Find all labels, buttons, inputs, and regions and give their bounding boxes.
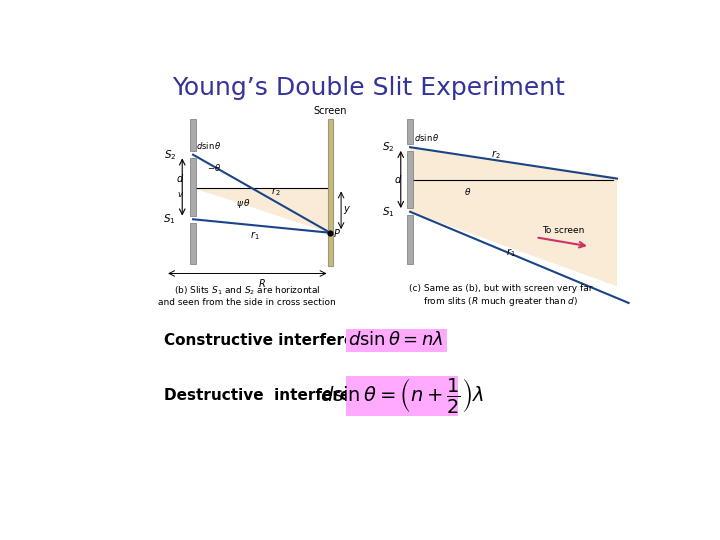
Text: (c) Same as (b), but with screen very far
from slits ($R$ much greater than $d$): (c) Same as (b), but with screen very fa… <box>409 284 593 308</box>
Text: $S_2$: $S_2$ <box>163 148 176 161</box>
Text: Constructive interference:: Constructive interference: <box>163 333 390 348</box>
Text: $d\sin\theta$: $d\sin\theta$ <box>414 132 440 143</box>
Text: $S_1$: $S_1$ <box>382 205 395 219</box>
Bar <box>408 215 413 264</box>
Bar <box>328 119 333 266</box>
Text: Destructive  interference:: Destructive interference: <box>163 388 387 403</box>
Text: $y$: $y$ <box>343 204 351 216</box>
Text: $r_1$: $r_1$ <box>250 229 260 242</box>
Text: Young’s Double Slit Experiment: Young’s Double Slit Experiment <box>173 76 565 100</box>
Text: $d\sin\theta$: $d\sin\theta$ <box>196 140 222 151</box>
Text: $d\sin\theta = \left(n + \dfrac{1}{2}\right)\lambda$: $d\sin\theta = \left(n + \dfrac{1}{2}\ri… <box>320 376 484 415</box>
Polygon shape <box>193 188 330 233</box>
Text: $P$: $P$ <box>333 227 341 239</box>
Text: $r_2$: $r_2$ <box>490 148 500 161</box>
Text: Screen: Screen <box>313 106 347 116</box>
Text: $R$: $R$ <box>258 276 266 288</box>
Text: $-\theta$: $-\theta$ <box>207 163 221 173</box>
Text: $d\sin\theta = n\lambda$: $d\sin\theta = n\lambda$ <box>348 332 444 349</box>
Text: $S_1$: $S_1$ <box>163 212 176 226</box>
Text: To screen: To screen <box>542 226 584 235</box>
Polygon shape <box>410 147 617 286</box>
Text: $v$: $v$ <box>176 190 184 199</box>
Bar <box>190 158 196 216</box>
Text: $r_2$: $r_2$ <box>271 186 280 199</box>
Text: $d$: $d$ <box>176 172 184 184</box>
FancyBboxPatch shape <box>346 329 446 352</box>
Text: $\theta$: $\theta$ <box>464 186 472 198</box>
Text: $r_1$: $r_1$ <box>506 246 516 259</box>
Bar <box>190 119 196 151</box>
Text: $S_2$: $S_2$ <box>382 140 395 154</box>
Text: $d$: $d$ <box>394 173 402 185</box>
Bar <box>408 119 413 144</box>
Text: $\psi\,\theta$: $\psi\,\theta$ <box>235 197 251 210</box>
Bar <box>190 222 196 264</box>
FancyBboxPatch shape <box>346 376 458 416</box>
Bar <box>408 151 413 208</box>
Text: (b) Slits $S_1$ and $S_2$ are horizontal
and seen from the side in cross section: (b) Slits $S_1$ and $S_2$ are horizontal… <box>158 284 336 307</box>
